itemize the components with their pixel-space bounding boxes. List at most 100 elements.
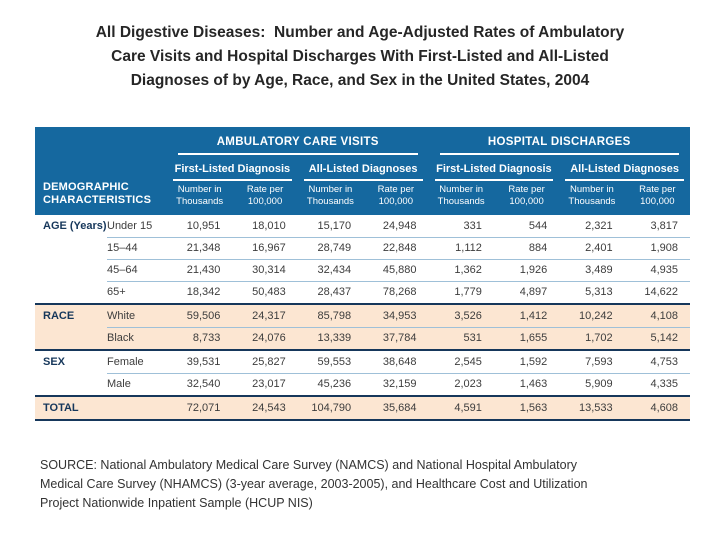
cell-value: 18,010 <box>252 220 286 232</box>
cell-value: 30,314 <box>252 264 286 276</box>
cell-value: 38,648 <box>382 356 417 368</box>
cell-value: 5,313 <box>585 286 613 298</box>
cell-value: 59,553 <box>317 356 352 368</box>
table-row: TOTAL 72,071 24,543 104,790 35,684 4,591… <box>35 395 690 419</box>
column-subgroup-header: First-Listed Diagnosis <box>434 163 554 181</box>
cell-value: 1,592 <box>519 356 548 368</box>
header-columns: AMBULATORY CARE VISITS HOSPITAL DISCHARG… <box>167 127 690 215</box>
cell-value: 1,908 <box>650 242 678 254</box>
column-header: Rate per 100,000 <box>508 184 545 207</box>
table-row: Black 8,733 24,076 13,339 37,784 531 1,6… <box>35 327 690 349</box>
column-header: Number in Thousands <box>437 184 485 207</box>
cell-value: 1,112 <box>455 242 482 254</box>
table-row: SEX Female 39,531 25,827 59,553 38,648 2… <box>35 349 690 373</box>
column-group-header: AMBULATORY CARE VISITS <box>178 136 418 155</box>
cell-value: 10,242 <box>578 310 613 322</box>
cell-value: 24,076 <box>252 332 286 344</box>
row-label: 15–44 <box>107 242 138 254</box>
column-header-row: Number in Thousands Rate per 100,000 Numbe… <box>167 181 690 215</box>
column-subgroup-header: All-Listed Diagnoses <box>303 163 423 181</box>
cell-value: 78,268 <box>382 286 417 298</box>
cell-value: 13,533 <box>578 402 613 414</box>
cell-value: 45,236 <box>317 378 352 390</box>
corner-label-line: DEMOGRAPHIC <box>43 181 129 193</box>
cell-value: 1,655 <box>519 332 548 344</box>
cell-value: 28,749 <box>317 242 352 254</box>
row-label: Under 15 <box>107 220 153 232</box>
row-label: 45–64 <box>107 264 138 276</box>
cell-value: 35,684 <box>382 402 417 414</box>
column-subgroup-header: All-Listed Diagnoses <box>565 163 684 181</box>
cell-value: 531 <box>463 332 482 344</box>
row-label: Black <box>107 332 134 344</box>
cell-value: 4,897 <box>519 286 548 298</box>
column-header: Rate per 100,000 <box>246 184 284 207</box>
cell-value: 32,540 <box>186 378 221 390</box>
cell-value: 1,779 <box>454 286 482 298</box>
row-label: White <box>107 310 136 322</box>
data-table: DEMOGRAPHIC CHARACTERISTICS AMBULATORY C… <box>35 127 690 421</box>
source-note-line: Project Nationwide Inpatient Sample (HCU… <box>40 496 313 510</box>
source-note-line: Medical Care Survey (NHAMCS) (3-year ave… <box>40 477 588 491</box>
cell-value: 28,437 <box>317 286 352 298</box>
cell-value: 3,817 <box>650 220 678 232</box>
cell-value: 22,848 <box>382 242 417 254</box>
column-header: Number in Thousands <box>306 184 354 207</box>
cell-value: 2,545 <box>454 356 482 368</box>
table-body: AGE (Years) Under 15 10,951 18,010 15,17… <box>35 215 690 421</box>
table-header: DEMOGRAPHIC CHARACTERISTICS AMBULATORY C… <box>35 127 690 215</box>
cell-value: 23,017 <box>252 378 286 390</box>
row-group-label: SEX <box>43 356 66 368</box>
slide-title: All Digestive Diseases: Number and Age-A… <box>0 21 720 93</box>
cell-value: 18,342 <box>186 286 221 298</box>
column-subgroup-header-row: First-Listed Diagnosis All-Listed Diagno… <box>167 155 690 181</box>
row-group-label: TOTAL <box>43 402 79 414</box>
table-row: AGE (Years) Under 15 10,951 18,010 15,17… <box>35 215 690 237</box>
cell-value: 1,926 <box>519 264 548 276</box>
column-group-header-row: AMBULATORY CARE VISITS HOSPITAL DISCHARG… <box>167 127 690 155</box>
row-label: Male <box>107 378 131 390</box>
cell-value: 24,317 <box>252 310 286 322</box>
column-header: Number in Thousands <box>568 184 616 207</box>
cell-value: 21,430 <box>186 264 221 276</box>
cell-value: 24,948 <box>382 220 417 232</box>
cell-value: 544 <box>528 220 548 232</box>
cell-value: 39,531 <box>186 356 221 368</box>
cell-value: 1,702 <box>585 332 613 344</box>
cell-value: 1,412 <box>519 310 548 322</box>
cell-value: 16,967 <box>252 242 286 254</box>
slide-title-line: Care Visits and Hospital Discharges With… <box>111 48 609 65</box>
cell-value: 4,608 <box>650 402 678 414</box>
column-subgroup-header: First-Listed Diagnosis <box>173 163 292 181</box>
cell-value: 45,880 <box>382 264 417 276</box>
row-group-label: AGE (Years) <box>43 220 107 232</box>
corner-label: DEMOGRAPHIC CHARACTERISTICS <box>35 127 167 215</box>
cell-value: 884 <box>528 242 548 254</box>
cell-value: 5,142 <box>650 332 678 344</box>
slide-title-line: All Digestive Diseases: Number and Age-A… <box>95 24 625 41</box>
cell-value: 7,593 <box>585 356 613 368</box>
cell-value: 4,335 <box>650 378 678 390</box>
table-row: RACE White 59,506 24,317 85,798 34,953 3… <box>35 303 690 327</box>
cell-value: 2,321 <box>585 220 613 232</box>
cell-value: 13,339 <box>317 332 352 344</box>
column-header: Number in Thousands <box>176 184 224 207</box>
cell-value: 34,953 <box>382 310 417 322</box>
cell-value: 8,733 <box>192 332 221 344</box>
row-label: 65+ <box>107 286 126 298</box>
cell-value: 15,170 <box>317 220 352 232</box>
cell-value: 3,489 <box>585 264 613 276</box>
cell-value: 4,753 <box>650 356 678 368</box>
table-row: Male 32,540 23,017 45,236 32,159 2,023 1… <box>35 373 690 395</box>
source-note: SOURCE: National Ambulatory Medical Care… <box>40 456 695 513</box>
cell-value: 14,622 <box>644 286 678 298</box>
cell-value: 104,790 <box>311 402 352 414</box>
cell-value: 21,348 <box>186 242 221 254</box>
cell-value: 1,563 <box>519 402 548 414</box>
cell-value: 32,434 <box>317 264 352 276</box>
cell-value: 5,909 <box>585 378 613 390</box>
cell-value: 24,543 <box>252 402 286 414</box>
cell-value: 1,463 <box>519 378 548 390</box>
source-note-line: SOURCE: National Ambulatory Medical Care… <box>40 458 578 472</box>
